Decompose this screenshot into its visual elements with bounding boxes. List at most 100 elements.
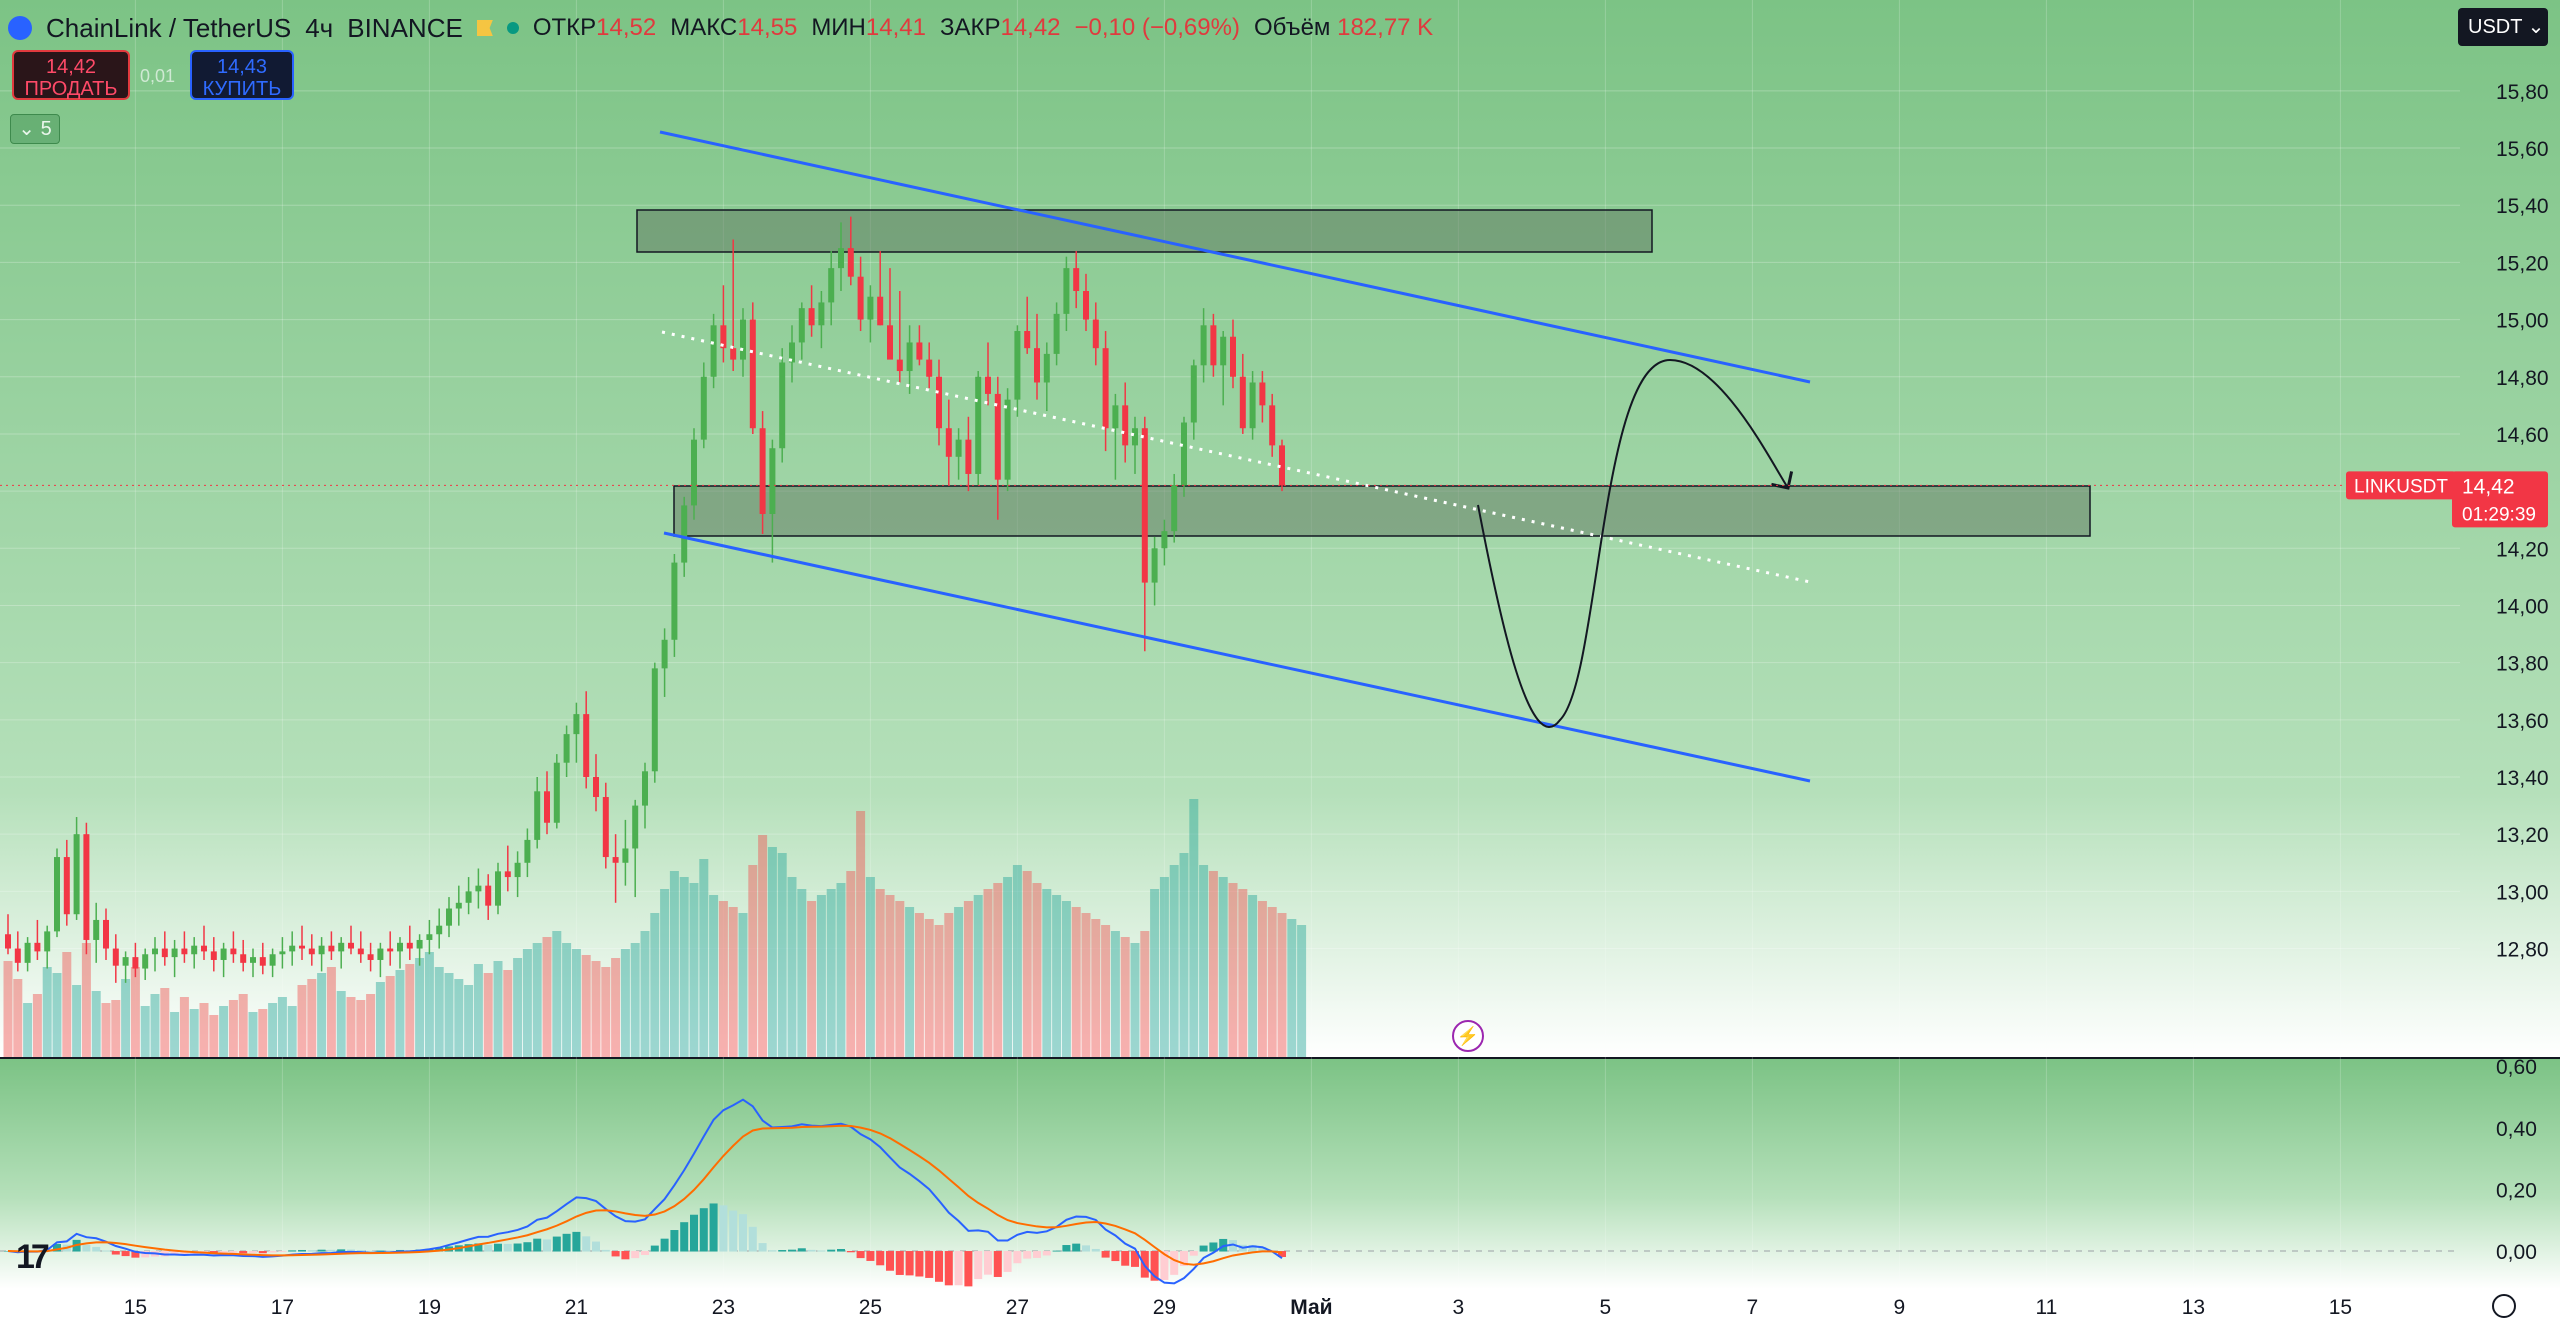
candle-body (416, 939, 423, 949)
candle-body (798, 308, 805, 343)
volume-bar (219, 1006, 229, 1057)
volume-bar (366, 994, 376, 1057)
volume-bar (130, 967, 140, 1057)
macd-histogram-bar (1229, 1240, 1237, 1252)
candle-body (534, 791, 541, 840)
candle-body (504, 871, 511, 878)
candle (495, 862, 501, 915)
buy-button[interactable]: 14,43 КУПИТЬ (190, 50, 294, 100)
volume-bar (748, 865, 758, 1057)
volume-bar (777, 853, 787, 1057)
macd-histogram-bar (1131, 1251, 1139, 1267)
macd-histogram-bar (866, 1251, 875, 1261)
macd-histogram-bar (219, 1251, 228, 1254)
candle (779, 348, 786, 463)
candle (985, 342, 991, 406)
candle-body (896, 359, 903, 372)
candle (1034, 313, 1040, 400)
volume-bar (287, 1006, 297, 1057)
currency-select[interactable]: USDT ⌄ (2458, 8, 2548, 46)
market-status-icon (506, 22, 519, 34)
candle (749, 302, 756, 434)
candle-body (259, 957, 266, 966)
volume-bar (1032, 883, 1042, 1057)
candle-body (495, 871, 501, 906)
candle (161, 931, 168, 966)
settings-icon[interactable] (2492, 1294, 2516, 1318)
macd-histogram-bar (1209, 1242, 1218, 1252)
candle (1259, 371, 1266, 423)
candle (1141, 416, 1148, 652)
candle (142, 948, 149, 980)
candle (691, 428, 697, 520)
price-tick-label: 14,60 (2496, 424, 2549, 447)
candle-body (779, 362, 786, 449)
candle (318, 937, 325, 972)
candle (152, 937, 158, 972)
candle-body (710, 325, 717, 377)
candle-body (1161, 531, 1168, 549)
time-axis[interactable]: 15 17 19 21 23 25 27 29 Май 3 5 7 9 11 13 15 (124, 1296, 2352, 1319)
tradingview-logo-icon[interactable]: 17 (16, 1238, 50, 1276)
macd-histogram-bar (925, 1251, 934, 1278)
close-value: 14,42 (1000, 14, 1061, 41)
candle (122, 951, 129, 983)
macd-histogram-bar (954, 1251, 963, 1286)
sell-button[interactable]: 14,42 ПРОДАТЬ (12, 50, 130, 100)
volume-bar (248, 1012, 258, 1057)
resistance-zone (636, 209, 1653, 253)
symbol-title[interactable]: ChainLink / TetherUS (46, 12, 292, 43)
volume-bar (52, 973, 62, 1057)
candle (63, 839, 70, 926)
candle-body (847, 248, 854, 277)
candle-body (1132, 428, 1138, 446)
candle (1122, 382, 1129, 463)
candle-body (377, 948, 384, 960)
macd-histogram-bar (817, 1250, 826, 1252)
candle-body (1181, 422, 1187, 486)
flag-icon[interactable] (476, 20, 493, 36)
volume-bar (473, 964, 483, 1057)
macd-histogram-bar (523, 1242, 532, 1252)
candle-body (867, 296, 874, 320)
indicators-toggle[interactable]: ⌄ 5 (10, 114, 60, 144)
candle-body (279, 951, 286, 955)
candle-body (1014, 331, 1021, 400)
volume-bar (591, 961, 601, 1057)
volume-bar (1267, 907, 1277, 1057)
macd-histogram-bar (337, 1249, 346, 1252)
candle-body (651, 668, 658, 772)
volume-bar (375, 982, 385, 1057)
time-tick-label: 15 (2329, 1296, 2352, 1319)
price-axis[interactable]: 15,8015,6015,4015,2015,0014,8014,6014,40… (2496, 81, 2549, 1264)
candle-body (1063, 268, 1070, 314)
support-resistance-zones[interactable] (636, 209, 2091, 537)
candle (524, 828, 531, 878)
volume-value: 182,77 K (1337, 14, 1434, 41)
macd-histogram-bar (474, 1243, 483, 1252)
volume-bar (72, 985, 82, 1057)
macd-histogram-bar (543, 1239, 551, 1252)
candle-body (1043, 353, 1050, 383)
candle-body (465, 891, 472, 903)
interval-label[interactable]: 4ч (305, 12, 334, 43)
volume-bar (826, 889, 836, 1057)
candle-body (887, 325, 893, 360)
trend-drawings[interactable] (659, 130, 1811, 783)
volume-bar (405, 964, 415, 1057)
candle-body (44, 931, 51, 952)
exchange-label[interactable]: BINANCE (347, 12, 463, 43)
volume-bar (199, 1003, 209, 1057)
volume-bar (32, 994, 42, 1057)
macd-histogram-bar (660, 1238, 669, 1252)
macd-histogram-bar (797, 1248, 806, 1252)
lightning-icon[interactable]: ⚡ (1452, 1020, 1484, 1052)
candle (112, 934, 119, 983)
candle (710, 313, 717, 389)
candle-body (818, 302, 825, 326)
macd-histogram-bar (229, 1251, 238, 1253)
volume-bar (189, 1009, 199, 1057)
volume-bar (1159, 877, 1169, 1057)
macd-histogram-bar (592, 1241, 600, 1252)
